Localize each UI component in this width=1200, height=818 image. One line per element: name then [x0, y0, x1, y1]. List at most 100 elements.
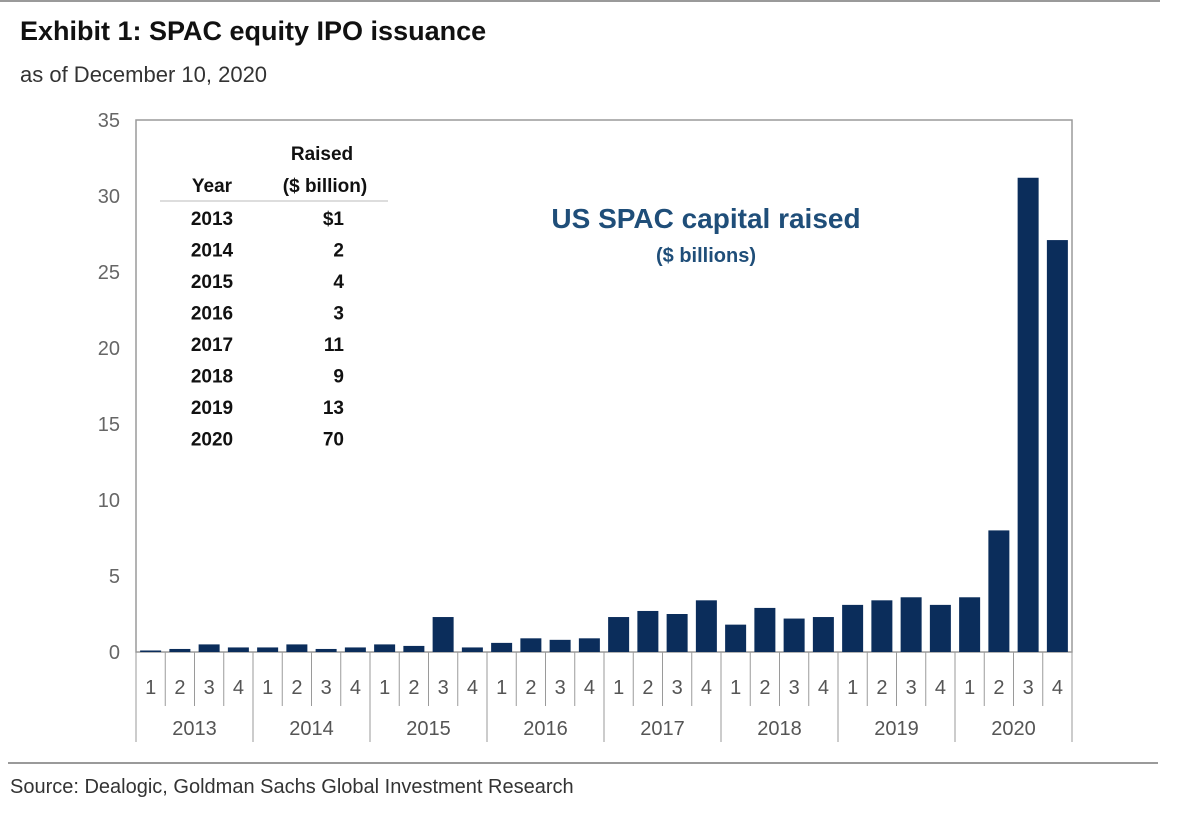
inset-header-year: Year	[192, 176, 233, 197]
x-tick-quarter-label: 2	[876, 677, 887, 699]
bar	[315, 648, 337, 652]
bar	[403, 645, 425, 652]
x-tick-quarter-label: 1	[964, 677, 975, 699]
bar	[637, 610, 659, 652]
x-tick-quarter-label: 2	[759, 677, 770, 699]
x-year-label: 2014	[289, 718, 334, 740]
x-tick-quarter-label: 2	[174, 677, 185, 699]
x-tick-quarter-label: 4	[818, 677, 829, 699]
inset-year-cell: 2017	[191, 335, 233, 356]
y-tick-label: 35	[98, 110, 120, 132]
plot-area-border	[135, 119, 1073, 653]
x-year-label: 2013	[172, 718, 217, 740]
bar	[549, 639, 571, 652]
x-tick-quarter-label: 3	[1023, 677, 1034, 699]
x-tick-quarter-label: 4	[467, 677, 478, 699]
bar	[900, 597, 922, 652]
inset-raised-cell: 2	[333, 241, 344, 262]
bar	[608, 617, 630, 652]
x-year-label: 2016	[523, 718, 568, 740]
x-year-label: 2018	[757, 718, 802, 740]
x-tick-quarter-label: 2	[993, 677, 1004, 699]
bar	[695, 600, 717, 652]
bar	[257, 647, 279, 652]
y-tick-label: 10	[98, 490, 120, 512]
y-tick-label: 20	[98, 338, 120, 360]
y-tick-label: 15	[98, 414, 120, 436]
x-tick-quarter-label: 1	[379, 677, 390, 699]
x-tick-quarter-label: 2	[291, 677, 302, 699]
x-tick-quarter-label: 2	[525, 677, 536, 699]
x-tick-quarter-label: 3	[672, 677, 683, 699]
source-note: Source: Dealogic, Goldman Sachs Global I…	[10, 776, 574, 798]
x-tick-quarter-label: 1	[496, 677, 507, 699]
bar	[812, 617, 834, 652]
bar	[578, 638, 600, 652]
bar	[988, 530, 1010, 652]
top-rule	[0, 0, 1160, 2]
x-tick-quarter-label: 4	[233, 677, 244, 699]
inset-year-cell: 2015	[191, 272, 234, 293]
plot-frame	[135, 119, 1073, 653]
x-year-label: 2019	[874, 718, 919, 740]
chart-title: Exhibit 1: SPAC equity IPO issuance	[20, 16, 487, 46]
x-tick-quarter-label: 3	[321, 677, 332, 699]
x-year-label: 2020	[991, 718, 1036, 740]
inset-table: Raised Year ($ billion) 2013 $1 2014 2 2015 4…	[160, 144, 388, 451]
x-tick-quarter-label: 1	[262, 677, 273, 699]
bar	[169, 648, 191, 652]
inset-raised-cell: 70	[323, 430, 344, 451]
bar	[198, 644, 220, 652]
bar	[520, 638, 542, 652]
inset-year-cell: 2016	[191, 304, 233, 325]
inset-raised-cell: 3	[333, 304, 344, 325]
bar	[491, 642, 513, 652]
y-tick-label: 5	[109, 566, 120, 588]
inset-raised-cell: 4	[333, 272, 344, 293]
x-tick-quarter-label: 1	[145, 677, 156, 699]
x-tick-quarter-label: 3	[438, 677, 449, 699]
x-tick-quarter-label: 3	[906, 677, 917, 699]
bar	[959, 597, 981, 652]
x-tick-quarter-label: 1	[730, 677, 741, 699]
bar	[374, 644, 396, 652]
y-tick-label: 25	[98, 262, 120, 284]
inset-year-cell: 2020	[191, 430, 233, 451]
inset-year-cell: 2014	[191, 241, 234, 262]
bar	[783, 618, 805, 652]
bar	[1046, 240, 1068, 652]
source-rule	[8, 762, 1158, 764]
x-tick-quarter-label: 3	[789, 677, 800, 699]
inset-raised-cell: 13	[323, 398, 344, 419]
bar	[140, 650, 162, 652]
x-tick-quarter-label: 2	[642, 677, 653, 699]
inset-year-cell: 2013	[191, 209, 233, 230]
x-tick-quarter-label: 3	[204, 677, 215, 699]
x-year-label: 2015	[406, 718, 451, 740]
inset-header-raised: Raised	[291, 144, 353, 165]
chart-subtitle: as of December 10, 2020	[20, 62, 268, 87]
inset-raised-cell: $1	[323, 209, 345, 230]
bar	[842, 604, 864, 652]
x-tick-quarter-label: 4	[584, 677, 595, 699]
x-tick-quarter-label: 1	[613, 677, 624, 699]
inset-header-unit: ($ billion)	[283, 176, 367, 197]
x-tick-quarter-label: 2	[408, 677, 419, 699]
bar	[432, 617, 454, 652]
bars	[140, 177, 1068, 652]
bar	[344, 647, 366, 652]
x-tick-quarter-label: 1	[847, 677, 858, 699]
bar	[666, 614, 688, 652]
bar	[725, 624, 747, 652]
x-tick-quarter-label: 4	[701, 677, 712, 699]
annotation-title: US SPAC capital raised	[551, 203, 860, 234]
annotation-subtitle: ($ billions)	[656, 245, 756, 267]
x-tick-quarter-label: 3	[555, 677, 566, 699]
bar	[286, 644, 308, 652]
x-year-label: 2017	[640, 718, 685, 740]
bar	[1017, 177, 1039, 652]
inset-year-cell: 2018	[191, 367, 233, 388]
bar	[754, 607, 776, 652]
